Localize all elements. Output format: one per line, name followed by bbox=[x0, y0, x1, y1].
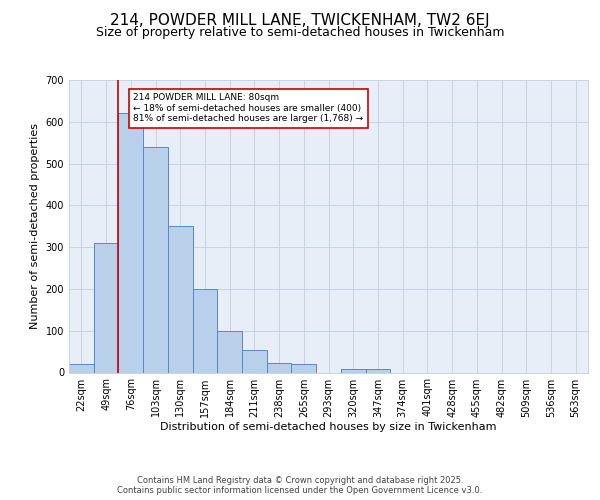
Y-axis label: Number of semi-detached properties: Number of semi-detached properties bbox=[30, 123, 40, 329]
Bar bbox=[193, 289, 217, 372]
Text: 214 POWDER MILL LANE: 80sqm
← 18% of semi-detached houses are smaller (400)
81% : 214 POWDER MILL LANE: 80sqm ← 18% of sem… bbox=[133, 94, 364, 123]
Bar bbox=[168, 226, 193, 372]
Bar bbox=[365, 369, 390, 372]
Bar bbox=[341, 369, 365, 372]
Bar bbox=[242, 350, 267, 372]
Text: Size of property relative to semi-detached houses in Twickenham: Size of property relative to semi-detach… bbox=[96, 26, 504, 39]
Text: Contains HM Land Registry data © Crown copyright and database right 2025.
Contai: Contains HM Land Registry data © Crown c… bbox=[118, 476, 482, 495]
Bar bbox=[267, 364, 292, 372]
X-axis label: Distribution of semi-detached houses by size in Twickenham: Distribution of semi-detached houses by … bbox=[160, 422, 497, 432]
Bar bbox=[292, 364, 316, 372]
Bar bbox=[94, 243, 118, 372]
Bar bbox=[217, 330, 242, 372]
Text: 214, POWDER MILL LANE, TWICKENHAM, TW2 6EJ: 214, POWDER MILL LANE, TWICKENHAM, TW2 6… bbox=[110, 12, 490, 28]
Bar bbox=[69, 364, 94, 372]
Bar bbox=[143, 147, 168, 372]
Bar bbox=[118, 114, 143, 372]
